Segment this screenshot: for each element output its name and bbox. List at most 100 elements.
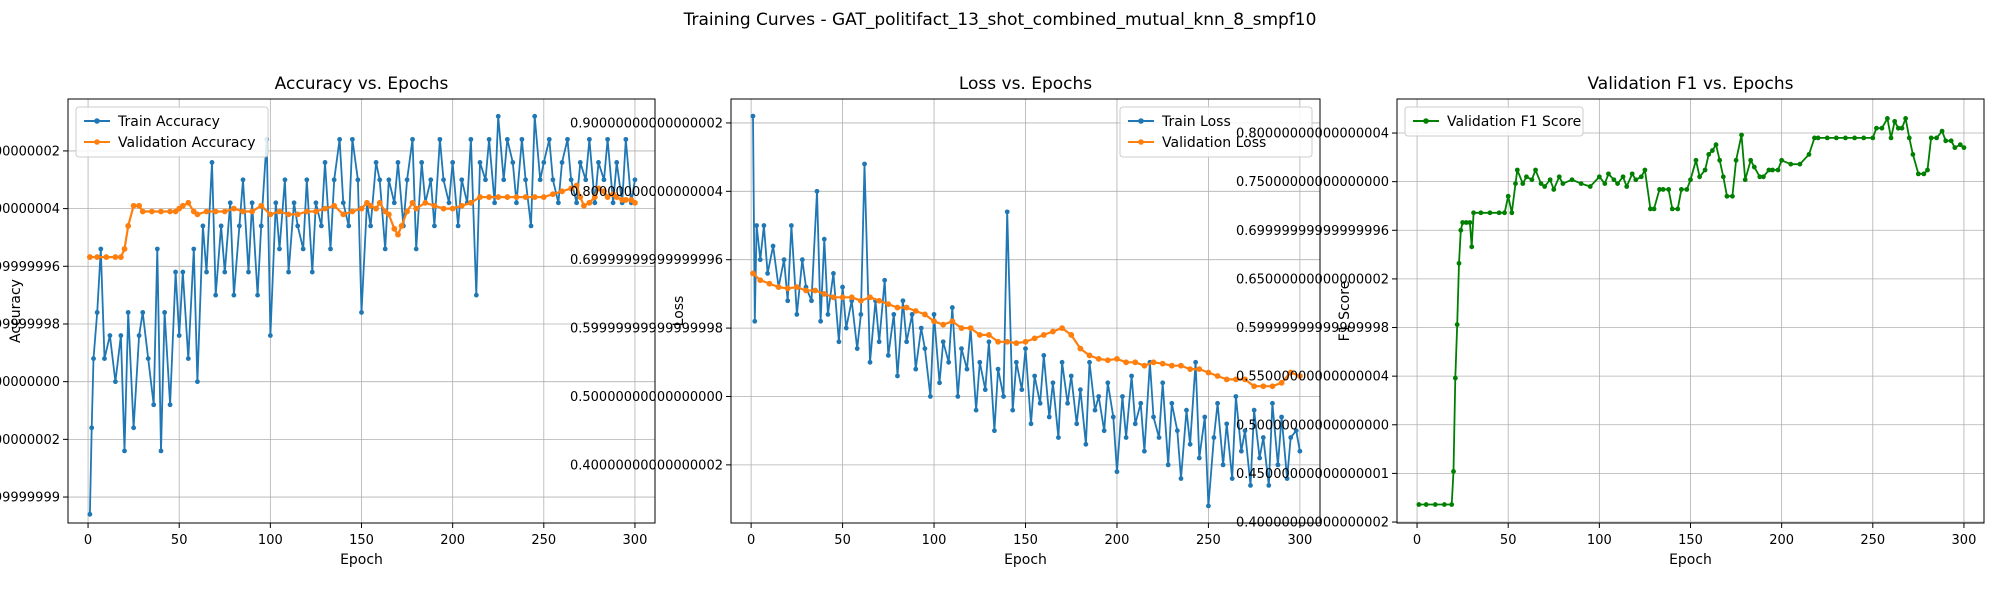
data-point — [1892, 118, 1898, 124]
data-point — [940, 321, 947, 328]
data-point — [1757, 174, 1763, 180]
data-point — [1077, 387, 1083, 393]
data-point — [276, 208, 283, 215]
figure-title: Training Curves - GAT_politifact_13_shot… — [683, 10, 1317, 30]
data-point — [1223, 376, 1230, 383]
data-point — [1879, 125, 1885, 131]
data-point — [514, 200, 519, 206]
data-point — [309, 269, 315, 275]
data-point — [912, 308, 919, 314]
data-point — [1806, 152, 1812, 157]
data-point — [885, 301, 892, 308]
data-point — [1452, 375, 1458, 381]
data-point — [903, 304, 910, 311]
data-point — [1812, 135, 1817, 141]
data-point — [1019, 387, 1025, 393]
data-point — [395, 160, 401, 165]
data-point — [1925, 167, 1930, 173]
data-point — [337, 136, 343, 142]
data-point — [1160, 380, 1166, 386]
data-point — [413, 205, 420, 212]
data-point — [1056, 435, 1061, 440]
data-point — [1114, 355, 1120, 362]
data-point — [246, 269, 251, 275]
data-point — [1815, 135, 1821, 141]
data-point — [300, 246, 306, 252]
data-point — [162, 310, 168, 315]
data-point — [1046, 414, 1052, 420]
y-tick-label: 0.69999999999999996 — [1236, 224, 1389, 239]
data-point — [922, 346, 928, 352]
data-point — [1120, 394, 1125, 399]
data-point — [1184, 407, 1189, 413]
data-point — [555, 200, 561, 206]
data-point — [831, 270, 836, 276]
data-point — [458, 202, 465, 209]
data-point — [523, 177, 528, 183]
data-point — [236, 223, 242, 229]
data-point — [1852, 135, 1857, 141]
data-point — [605, 136, 611, 142]
data-point — [179, 202, 186, 209]
data-point — [550, 191, 556, 198]
data-point — [540, 194, 547, 200]
legend: Train Accuracy Validation Accuracy — [75, 106, 269, 158]
data-point — [913, 366, 919, 372]
data-point — [770, 243, 776, 249]
data-point — [752, 318, 758, 324]
data-point — [895, 373, 900, 379]
x-tick-label: 0 — [84, 533, 92, 548]
data-point — [200, 223, 206, 229]
data-point — [140, 310, 146, 315]
data-point — [91, 356, 96, 361]
data-point — [1611, 177, 1617, 183]
data-point — [121, 246, 128, 252]
data-point — [949, 318, 956, 325]
data-point — [227, 200, 233, 206]
data-point — [1214, 373, 1221, 379]
data-point — [812, 287, 819, 294]
data-point — [1948, 138, 1954, 144]
data-point — [468, 136, 474, 142]
data-point — [87, 511, 93, 517]
data-point — [1187, 441, 1193, 447]
data-point — [1279, 414, 1284, 420]
data-point — [1779, 157, 1785, 163]
data-point — [1083, 441, 1089, 447]
data-point — [1502, 210, 1507, 216]
data-point — [1004, 209, 1010, 215]
data-point — [331, 202, 338, 209]
data-point — [1041, 353, 1047, 358]
data-point — [867, 294, 873, 301]
data-point — [340, 211, 347, 218]
data-point — [107, 333, 113, 338]
data-point — [267, 211, 274, 218]
data-point — [1242, 376, 1248, 383]
data-point — [318, 223, 324, 229]
data-point — [909, 312, 915, 317]
data-point — [1915, 171, 1921, 177]
data-point — [1022, 338, 1029, 345]
data-point — [1233, 394, 1239, 399]
data-point — [1733, 157, 1739, 163]
data-point — [1957, 142, 1963, 148]
data-point — [754, 223, 760, 228]
x-tick-label: 200 — [1769, 533, 1794, 548]
data-point — [185, 356, 191, 361]
legend-marker — [1423, 118, 1429, 124]
data-point — [125, 310, 131, 315]
data-point — [1132, 359, 1139, 366]
x-tick-label: 200 — [440, 533, 465, 548]
data-point — [191, 246, 197, 252]
data-point — [176, 333, 182, 338]
data-point — [340, 200, 346, 206]
data-point — [1688, 177, 1693, 183]
data-point — [528, 223, 534, 229]
data-point — [1114, 469, 1120, 475]
data-point — [1797, 161, 1803, 167]
y-tick-label: 0.40000000000000002 — [0, 433, 60, 448]
data-point — [1505, 193, 1511, 199]
data-point — [385, 211, 392, 218]
y-tick-label: 0.59999999999999998 — [1236, 321, 1389, 336]
data-point — [1050, 380, 1056, 386]
